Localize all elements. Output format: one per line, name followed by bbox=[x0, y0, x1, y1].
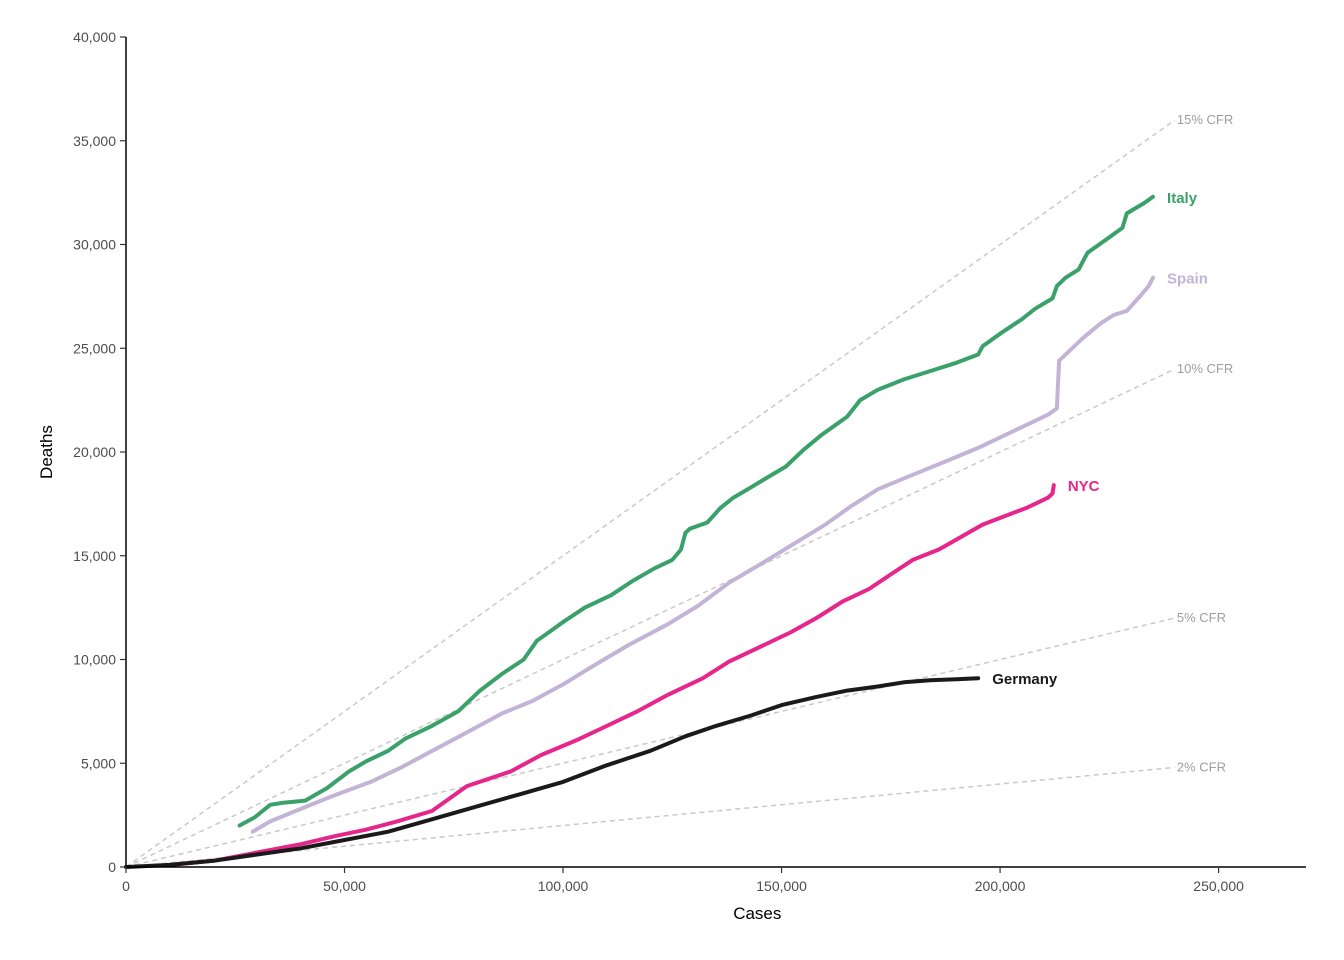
series-line-spain bbox=[250, 275, 1155, 834]
cfr-reference-label: 2% CFR bbox=[1177, 759, 1226, 774]
series-line-nyc bbox=[167, 483, 1056, 867]
x-axis-ticks: 0 50,000 100,000 150,000 200,000 250,000 bbox=[122, 867, 1244, 894]
series-labels: Italy Spain NYC Germany bbox=[992, 190, 1208, 688]
series-line-germany bbox=[124, 676, 981, 869]
series-label-italy: Italy bbox=[1167, 190, 1198, 207]
y-tick-label: 10,000 bbox=[73, 652, 116, 668]
y-tick-label: 5,000 bbox=[81, 755, 116, 771]
x-tick-label: 150,000 bbox=[756, 878, 807, 894]
cfr-reference-line bbox=[125, 119, 1176, 868]
x-axis-title: Cases bbox=[733, 904, 781, 923]
series-label-spain: Spain bbox=[1167, 271, 1208, 288]
y-axis-ticks: 0 5,000 10,000 15,000 20,000 25,000 30,000 35,0… bbox=[73, 29, 126, 875]
y-tick-label: 15,000 bbox=[73, 548, 116, 564]
y-tick-label: 0 bbox=[108, 859, 116, 875]
series-line-italy bbox=[237, 194, 1155, 828]
y-axis-title: Deaths bbox=[37, 425, 56, 479]
x-tick-label: 200,000 bbox=[975, 878, 1026, 894]
cfr-reference-line bbox=[125, 368, 1176, 868]
series-label-nyc: NYC bbox=[1068, 478, 1100, 495]
x-tick-label: 0 bbox=[122, 878, 130, 894]
series-lines bbox=[124, 194, 1155, 869]
y-tick-label: 35,000 bbox=[73, 133, 116, 149]
cfr-reference-label: 15% CFR bbox=[1177, 112, 1233, 127]
cfr-reference-lines: 15% CFR 10% CFR 5% CFR 2% CFR bbox=[125, 112, 1233, 868]
x-tick-label: 50,000 bbox=[323, 878, 366, 894]
cfr-reference-label: 5% CFR bbox=[1177, 610, 1226, 625]
cfr-reference-label: 10% CFR bbox=[1177, 361, 1233, 376]
y-tick-label: 40,000 bbox=[73, 29, 116, 45]
cfr-reference-line bbox=[125, 766, 1175, 868]
y-tick-label: 30,000 bbox=[73, 237, 116, 253]
series-label-germany: Germany bbox=[992, 671, 1058, 688]
cfr-reference-line bbox=[125, 617, 1176, 868]
y-tick-label: 20,000 bbox=[73, 444, 116, 460]
x-tick-label: 250,000 bbox=[1193, 878, 1244, 894]
y-tick-label: 25,000 bbox=[73, 340, 116, 356]
axes: 0 50,000 100,000 150,000 200,000 250,000 0 5,0… bbox=[73, 29, 1306, 894]
x-tick-label: 100,000 bbox=[538, 878, 589, 894]
